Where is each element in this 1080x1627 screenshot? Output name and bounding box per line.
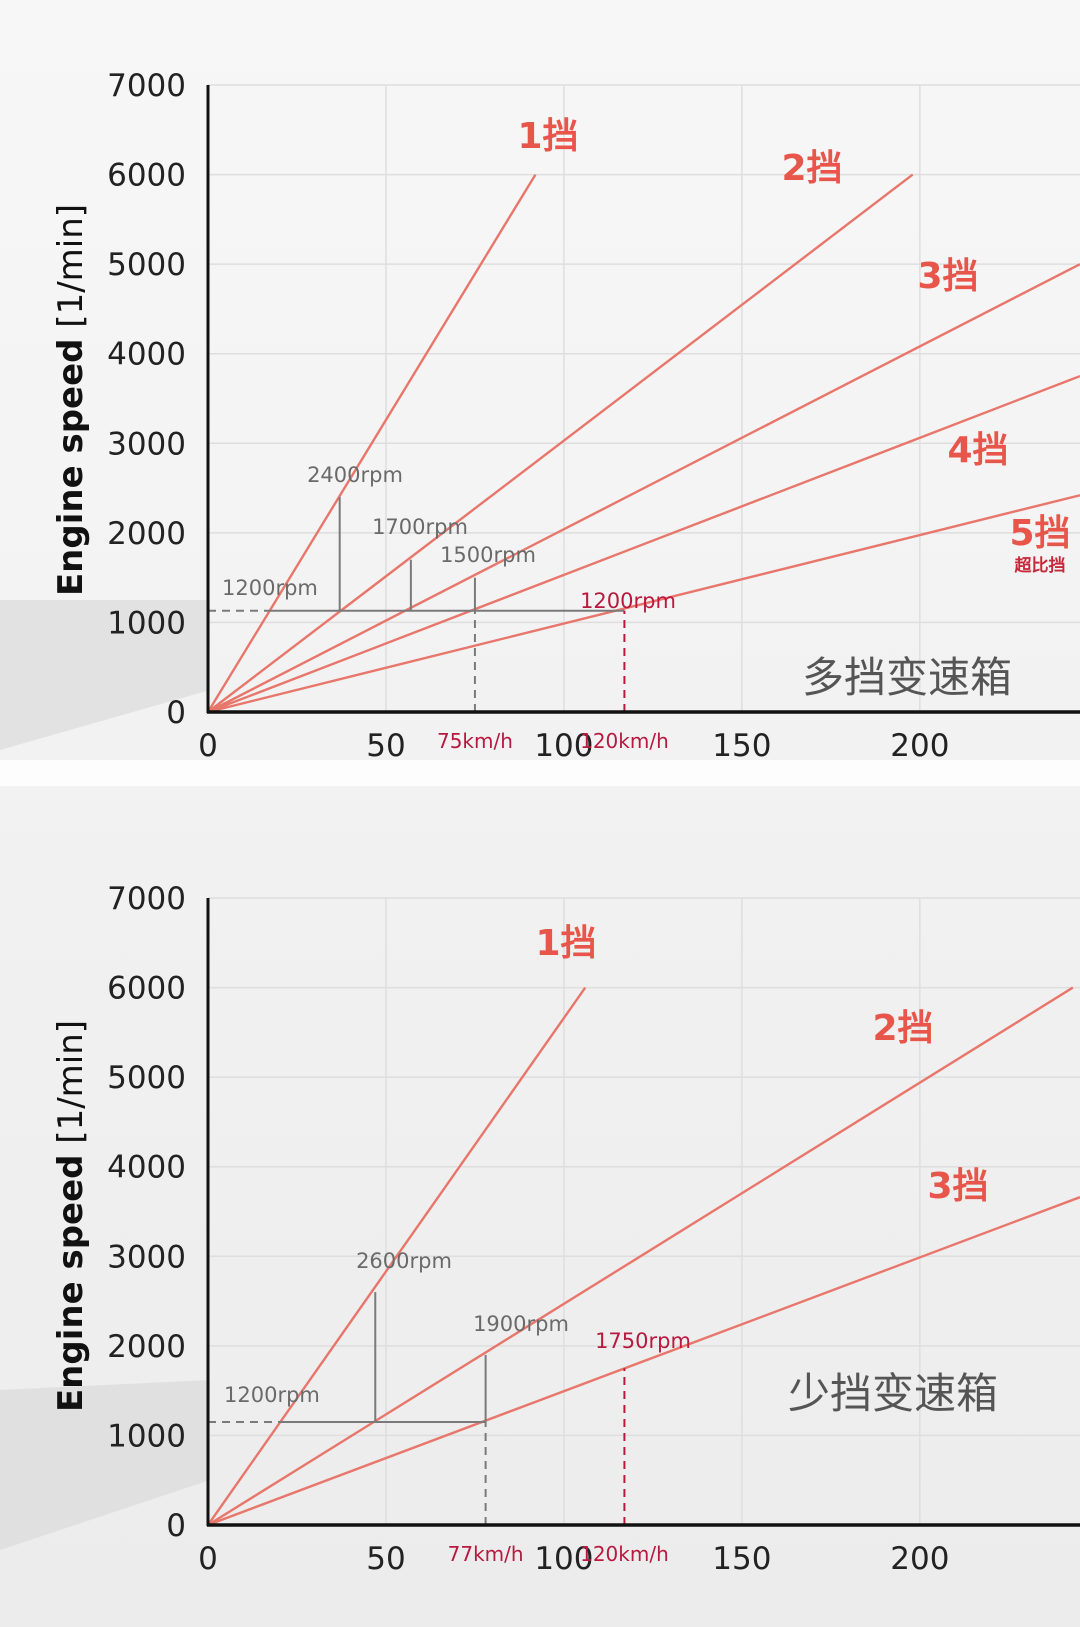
cruise-speed-label: 120km/h — [580, 1542, 669, 1566]
y-tick-label: 6000 — [107, 158, 186, 194]
y-tick-label: 1000 — [107, 605, 186, 641]
base-rpm-label: 1200rpm — [222, 576, 318, 600]
base-rpm-label: 1200rpm — [224, 1383, 320, 1407]
y-tick-label: 3000 — [107, 1239, 186, 1275]
shift-rpm-label: 2400rpm — [307, 463, 403, 487]
gear-label: 4挡 — [947, 430, 1008, 471]
gear-label: 3挡 — [927, 1166, 988, 1207]
gear-line — [207, 986, 1074, 1527]
y-axis-label-unit: [1/min] — [51, 204, 91, 339]
y-axis-label-unit: [1/min] — [51, 1020, 91, 1155]
y-tick-label: 6000 — [107, 971, 186, 1007]
grid — [208, 897, 1080, 1525]
shift-rpm-label: 1900rpm — [473, 1312, 569, 1336]
cruise-rpm-label: 1200rpm — [580, 589, 676, 613]
chart-title: 多挡变速箱 — [802, 653, 1012, 702]
y-tick-label: 5000 — [107, 247, 186, 283]
gear-line — [207, 374, 1080, 714]
shift-rpm-label: 1700rpm — [372, 515, 468, 539]
y-axis-label: Engine speed [1/min] — [51, 1020, 91, 1412]
gear-label: 3挡 — [917, 256, 978, 297]
y-tick-label: 3000 — [107, 426, 186, 462]
gear-line — [206, 173, 537, 713]
tick-labels: 0 1000 2000 3000 4000 5000 6000 7000 0 50 100 150 20… — [107, 881, 949, 1577]
shift-rpm-label: 2600rpm — [356, 1249, 452, 1273]
y-axis-label-main: Engine speed — [51, 1154, 91, 1412]
x-tick-label: 100 — [534, 728, 593, 764]
y-tick-label: 1000 — [107, 1418, 186, 1454]
chart-few-gears: 0 1000 2000 3000 4000 5000 6000 7000 0 50 100 150 20… — [51, 881, 1080, 1577]
x-tick-label: 100 — [534, 1541, 593, 1577]
y-tick-label: 7000 — [107, 68, 186, 104]
gear-lines — [206, 173, 1080, 714]
shift-rpm-label: 1500rpm — [440, 543, 536, 567]
x-tick-label: 150 — [712, 1541, 771, 1577]
gear-line — [207, 263, 1080, 714]
cruise-speed-label: 120km/h — [580, 729, 669, 753]
gear-label: 2挡 — [872, 1008, 933, 1049]
chart-title: 少挡变速箱 — [788, 1369, 998, 1418]
cruise-speed-label: 77km/h — [448, 1542, 524, 1566]
gear-line — [207, 1196, 1080, 1527]
y-axis-label-main: Engine speed — [51, 338, 91, 596]
gear-label: 5挡 — [1009, 513, 1070, 554]
tick-labels: 0 1000 2000 3000 4000 5000 6000 7000 0 50 100 150 20… — [107, 68, 949, 764]
y-tick-label: 0 — [166, 1508, 186, 1544]
gear-label: 2挡 — [781, 148, 842, 189]
chart-many-gears: 0 1000 2000 3000 4000 5000 6000 7000 0 50 100 150 20… — [51, 68, 1080, 764]
y-tick-label: 0 — [166, 695, 186, 731]
grid — [208, 84, 1080, 712]
y-tick-label: 7000 — [107, 881, 186, 917]
y-tick-label: 5000 — [107, 1060, 186, 1096]
x-tick-label: 200 — [890, 728, 949, 764]
gear-line — [207, 173, 914, 713]
gear-label: 1挡 — [535, 923, 596, 964]
gear-line — [207, 494, 1080, 714]
x-tick-label: 200 — [890, 1541, 949, 1577]
x-tick-label: 150 — [712, 728, 771, 764]
cruise-rpm-label: 1750rpm — [595, 1329, 691, 1353]
y-axis-label: Engine speed [1/min] — [51, 204, 91, 596]
gear-label: 1挡 — [517, 116, 578, 157]
cruise-speed-label: 75km/h — [437, 729, 513, 753]
x-tick-label: 50 — [366, 1541, 405, 1577]
y-tick-label: 2000 — [107, 1329, 186, 1365]
y-tick-label: 4000 — [107, 1150, 186, 1186]
x-tick-label: 50 — [366, 728, 405, 764]
helper-lines — [208, 1292, 626, 1525]
axes — [206, 898, 1080, 1527]
y-tick-label: 4000 — [107, 337, 186, 373]
gear-sub-label: 超比挡 — [1015, 555, 1066, 576]
annotations: 1挡 2挡 3挡 1200rpm 2600rpm 1900rpm 77km/h 120km/h… — [224, 923, 989, 1566]
gear-line — [207, 986, 587, 1526]
x-tick-label: 0 — [198, 1541, 218, 1577]
x-tick-label: 0 — [198, 728, 218, 764]
gear-lines — [207, 986, 1080, 1527]
helper-lines — [208, 497, 626, 712]
axes — [206, 85, 1080, 714]
y-tick-label: 2000 — [107, 516, 186, 552]
